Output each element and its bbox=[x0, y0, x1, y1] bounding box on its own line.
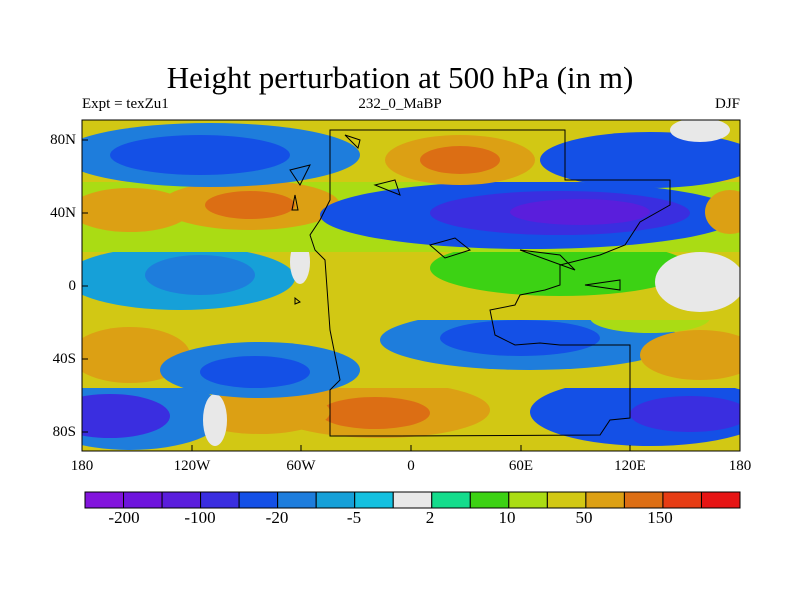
season-label: DJF bbox=[714, 96, 740, 112]
colorbar-label: 10 bbox=[498, 508, 516, 527]
colorbar-box bbox=[123, 491, 163, 509]
colorbar-label: -100 bbox=[184, 508, 216, 527]
colorbar-label: 150 bbox=[647, 508, 673, 527]
continent-outline bbox=[309, 129, 671, 437]
colorbar-label: 50 bbox=[575, 508, 593, 527]
north-negative-east bbox=[540, 132, 740, 188]
lat-label: 80S bbox=[52, 424, 76, 440]
lat-label: 0 bbox=[68, 278, 77, 294]
southeast-negative-core bbox=[630, 396, 740, 432]
north-positive-peak bbox=[420, 146, 500, 174]
colorbar-box bbox=[315, 491, 356, 509]
north-negative-west-core bbox=[110, 135, 290, 175]
lon-label: 120E bbox=[614, 458, 646, 474]
lat-label: 40N bbox=[50, 205, 76, 221]
time-label: 232_0_MaBP bbox=[358, 96, 442, 112]
south-white-gap bbox=[203, 394, 227, 446]
axis-ticks bbox=[81, 139, 741, 451]
colorbar-box bbox=[623, 491, 664, 509]
south-mid-negative-west-core bbox=[200, 356, 310, 388]
colorbar-label: -20 bbox=[265, 508, 289, 527]
north-mid-peak bbox=[205, 191, 295, 219]
colorbar-box bbox=[277, 491, 317, 509]
lon-label: 60E bbox=[508, 458, 534, 474]
experiment-label: Expt = texZu1 bbox=[82, 96, 169, 112]
southwest-negative-core bbox=[82, 394, 170, 438]
colorbar-label: -200 bbox=[108, 508, 140, 527]
equator-negative-west-core bbox=[145, 255, 255, 295]
lon-label: 180 bbox=[70, 458, 94, 474]
north-negative-band-peak bbox=[510, 199, 650, 225]
colorbar-box bbox=[508, 491, 548, 509]
colorbar-box bbox=[354, 491, 394, 509]
equator-neutral-east bbox=[655, 252, 740, 312]
coastline-detail bbox=[289, 134, 621, 305]
colorbar-box bbox=[84, 491, 125, 509]
north-mid-orange-east bbox=[705, 190, 740, 234]
south-mid-orange-east bbox=[640, 330, 740, 380]
colorbar-box bbox=[662, 491, 702, 509]
lon-label: 180 bbox=[728, 458, 752, 474]
lon-label: 60W bbox=[286, 458, 316, 474]
colorbar-label: 2 bbox=[425, 508, 435, 527]
colorbar-box bbox=[585, 491, 625, 509]
colorbar-box bbox=[469, 491, 510, 509]
colorbar-label: -5 bbox=[346, 508, 362, 527]
colorbar-box bbox=[546, 491, 587, 509]
colorbar-box bbox=[700, 491, 741, 509]
colorbar-box bbox=[161, 491, 202, 509]
south-positive-peak bbox=[320, 397, 430, 429]
map-title: Height perturbation at 500 hPa (in m) bbox=[166, 60, 634, 95]
lon-label: 0 bbox=[407, 458, 415, 474]
colorbar-box bbox=[431, 491, 471, 509]
lon-label: 120W bbox=[173, 458, 211, 474]
colorbar-box bbox=[392, 491, 433, 509]
lat-label: 40S bbox=[52, 351, 76, 367]
south-mid-negative-east-core bbox=[440, 320, 600, 356]
colorbar-box bbox=[200, 491, 240, 509]
lat-label: 80N bbox=[50, 132, 76, 148]
colorbar-box bbox=[238, 491, 279, 509]
north-neutral-east bbox=[670, 120, 730, 142]
